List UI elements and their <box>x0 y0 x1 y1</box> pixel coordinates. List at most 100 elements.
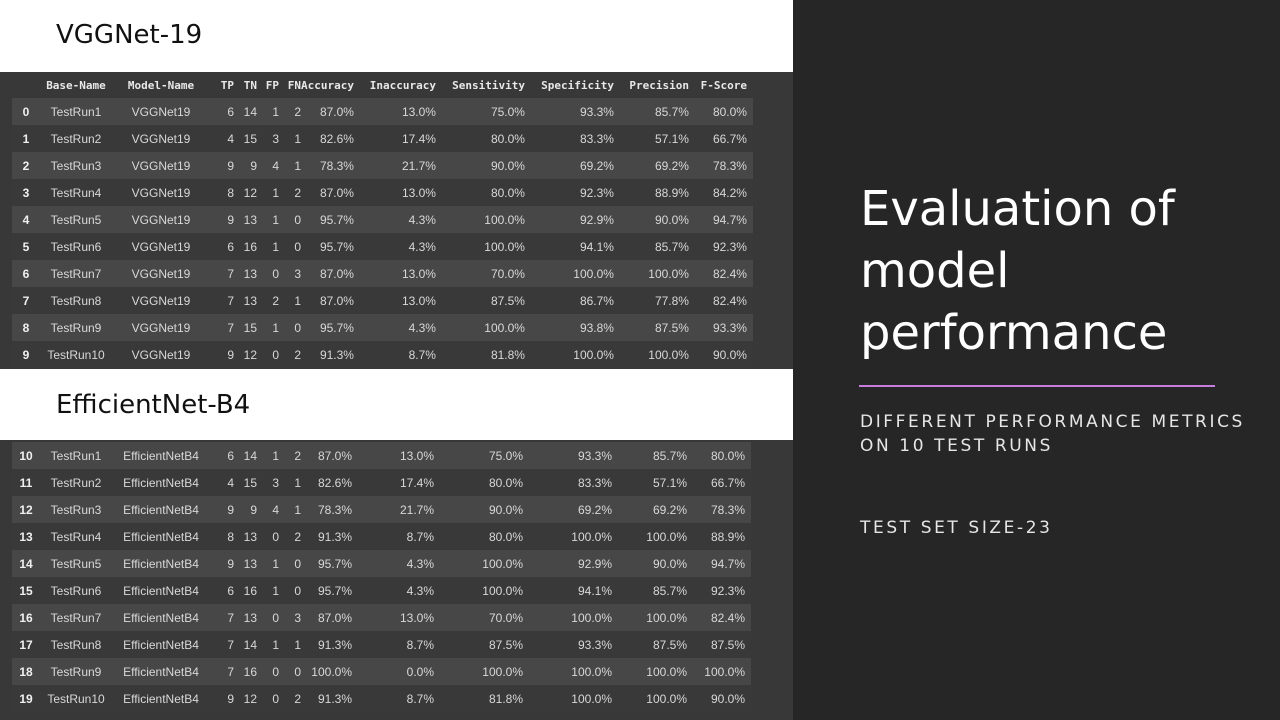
table-row: 3 TestRun4 VGGNet19 8 12 1 2 87.0% 13.0% 80.0% 92.… <box>12 179 753 206</box>
cell-f-score: 82.4% <box>688 287 753 314</box>
cell-inaccuracy: 13.0% <box>353 287 436 314</box>
cell-model-name: VGGNet19 <box>112 260 210 287</box>
cell-f-score: 84.2% <box>688 179 753 206</box>
cell-f-score: 80.0% <box>687 442 751 469</box>
cell-sensitivity: 100.0% <box>435 206 525 233</box>
cell-base-name: TestRun9 <box>40 658 112 685</box>
cell-index: 6 <box>12 260 40 287</box>
cell-precision: 87.5% <box>612 631 687 658</box>
column-header-model-name: Model-Name <box>112 72 210 98</box>
cell-tp: 7 <box>210 658 234 685</box>
cell-base-name: TestRun8 <box>40 287 112 314</box>
title-line-1: Evaluation of <box>860 181 1175 237</box>
slide-title: Evaluation of model performance <box>860 178 1260 364</box>
vgg-results-table: Base-Name Model-Name TP TN FP FN Accuracy Inacc… <box>12 72 753 368</box>
cell-model-name: VGGNet19 <box>112 152 210 179</box>
cell-accuracy: 95.7% <box>301 233 354 260</box>
cell-base-name: TestRun10 <box>40 685 112 712</box>
cell-specificity: 94.1% <box>524 233 614 260</box>
left-panel: VGGNet-19 Base-Name Model-Name TP TN FP FN Acc… <box>0 0 793 720</box>
cell-inaccuracy: 4.3% <box>352 577 434 604</box>
cell-base-name: TestRun6 <box>40 233 112 260</box>
cell-specificity: 100.0% <box>523 658 612 685</box>
cell-inaccuracy: 8.7% <box>352 631 434 658</box>
table-row: 19 TestRun10 EfficientNetB4 9 12 0 2 91.3% 8.7% 8… <box>12 685 751 712</box>
cell-f-score: 92.3% <box>688 233 753 260</box>
efficientnet-section-title: EfficientNet-B4 <box>56 390 251 420</box>
cell-precision: 85.7% <box>612 577 687 604</box>
cell-accuracy: 95.7% <box>301 206 354 233</box>
cell-base-name: TestRun5 <box>40 550 112 577</box>
cell-accuracy: 91.3% <box>301 631 352 658</box>
cell-precision: 100.0% <box>613 260 689 287</box>
cell-base-name: TestRun4 <box>40 179 112 206</box>
cell-specificity: 69.2% <box>524 152 614 179</box>
cell-sensitivity: 81.8% <box>434 685 523 712</box>
cell-sensitivity: 70.0% <box>435 260 525 287</box>
table-row: 16 TestRun7 EfficientNetB4 7 13 0 3 87.0% 13.0% 7… <box>12 604 751 631</box>
cell-fn: 0 <box>279 206 301 233</box>
cell-f-score: 92.3% <box>687 577 751 604</box>
cell-fp: 0 <box>257 523 279 550</box>
cell-tn: 14 <box>234 442 257 469</box>
cell-accuracy: 82.6% <box>301 469 352 496</box>
cell-inaccuracy: 4.3% <box>353 233 436 260</box>
cell-tn: 16 <box>234 658 257 685</box>
cell-sensitivity: 80.0% <box>434 523 523 550</box>
cell-model-name: VGGNet19 <box>112 206 210 233</box>
cell-index: 16 <box>12 604 40 631</box>
cell-tn: 15 <box>234 125 257 152</box>
cell-accuracy: 87.0% <box>301 442 352 469</box>
cell-fp: 0 <box>257 604 279 631</box>
cell-tn: 13 <box>234 604 257 631</box>
cell-precision: 85.7% <box>613 98 689 125</box>
cell-precision: 100.0% <box>612 523 687 550</box>
cell-model-name: EfficientNetB4 <box>112 604 210 631</box>
cell-model-name: VGGNet19 <box>112 179 210 206</box>
cell-precision: 69.2% <box>612 496 687 523</box>
cell-accuracy: 78.3% <box>301 152 354 179</box>
cell-index: 0 <box>12 98 40 125</box>
cell-tn: 14 <box>234 631 257 658</box>
cell-accuracy: 95.7% <box>301 314 354 341</box>
cell-model-name: EfficientNetB4 <box>112 469 210 496</box>
cell-tp: 9 <box>210 341 234 368</box>
cell-fp: 1 <box>257 98 279 125</box>
table-row: 1 TestRun2 VGGNet19 4 15 3 1 82.6% 17.4% 80.0% 83.… <box>12 125 753 152</box>
cell-index: 14 <box>12 550 40 577</box>
cell-precision: 77.8% <box>613 287 689 314</box>
cell-fp: 1 <box>257 206 279 233</box>
efficientnet-table-body: 10 TestRun1 EfficientNetB4 6 14 1 2 87.0% 13.0% 7… <box>12 442 751 712</box>
cell-sensitivity: 100.0% <box>435 233 525 260</box>
cell-inaccuracy: 21.7% <box>352 496 434 523</box>
cell-accuracy: 87.0% <box>301 260 354 287</box>
column-header-inaccuracy: Inaccuracy <box>353 72 436 98</box>
cell-tn: 12 <box>234 341 257 368</box>
cell-fp: 0 <box>257 260 279 287</box>
cell-specificity: 100.0% <box>523 685 612 712</box>
table-row: 6 TestRun7 VGGNet19 7 13 0 3 87.0% 13.0% 70.0% 100… <box>12 260 753 287</box>
cell-model-name: VGGNet19 <box>112 287 210 314</box>
cell-fp: 4 <box>257 496 279 523</box>
cell-fn: 0 <box>279 233 301 260</box>
cell-specificity: 92.3% <box>524 179 614 206</box>
cell-sensitivity: 100.0% <box>434 658 523 685</box>
cell-tn: 12 <box>234 179 257 206</box>
cell-tn: 13 <box>234 287 257 314</box>
cell-precision: 85.7% <box>613 233 689 260</box>
cell-fn: 0 <box>279 658 301 685</box>
column-header-precision: Precision <box>613 72 689 98</box>
cell-model-name: EfficientNetB4 <box>112 496 210 523</box>
cell-sensitivity: 87.5% <box>434 631 523 658</box>
cell-index: 12 <box>12 496 40 523</box>
vgg-table-container: Base-Name Model-Name TP TN FP FN Accuracy Inacc… <box>0 72 793 369</box>
cell-tn: 9 <box>234 152 257 179</box>
table-row: 15 TestRun6 EfficientNetB4 6 16 1 0 95.7% 4.3% 10… <box>12 577 751 604</box>
cell-f-score: 90.0% <box>687 685 751 712</box>
cell-tp: 8 <box>210 523 234 550</box>
cell-tn: 15 <box>234 469 257 496</box>
cell-precision: 90.0% <box>612 550 687 577</box>
right-panel: Evaluation of model performance Differen… <box>793 0 1280 720</box>
column-header-f-score: F-Score <box>688 72 753 98</box>
cell-base-name: TestRun9 <box>40 314 112 341</box>
